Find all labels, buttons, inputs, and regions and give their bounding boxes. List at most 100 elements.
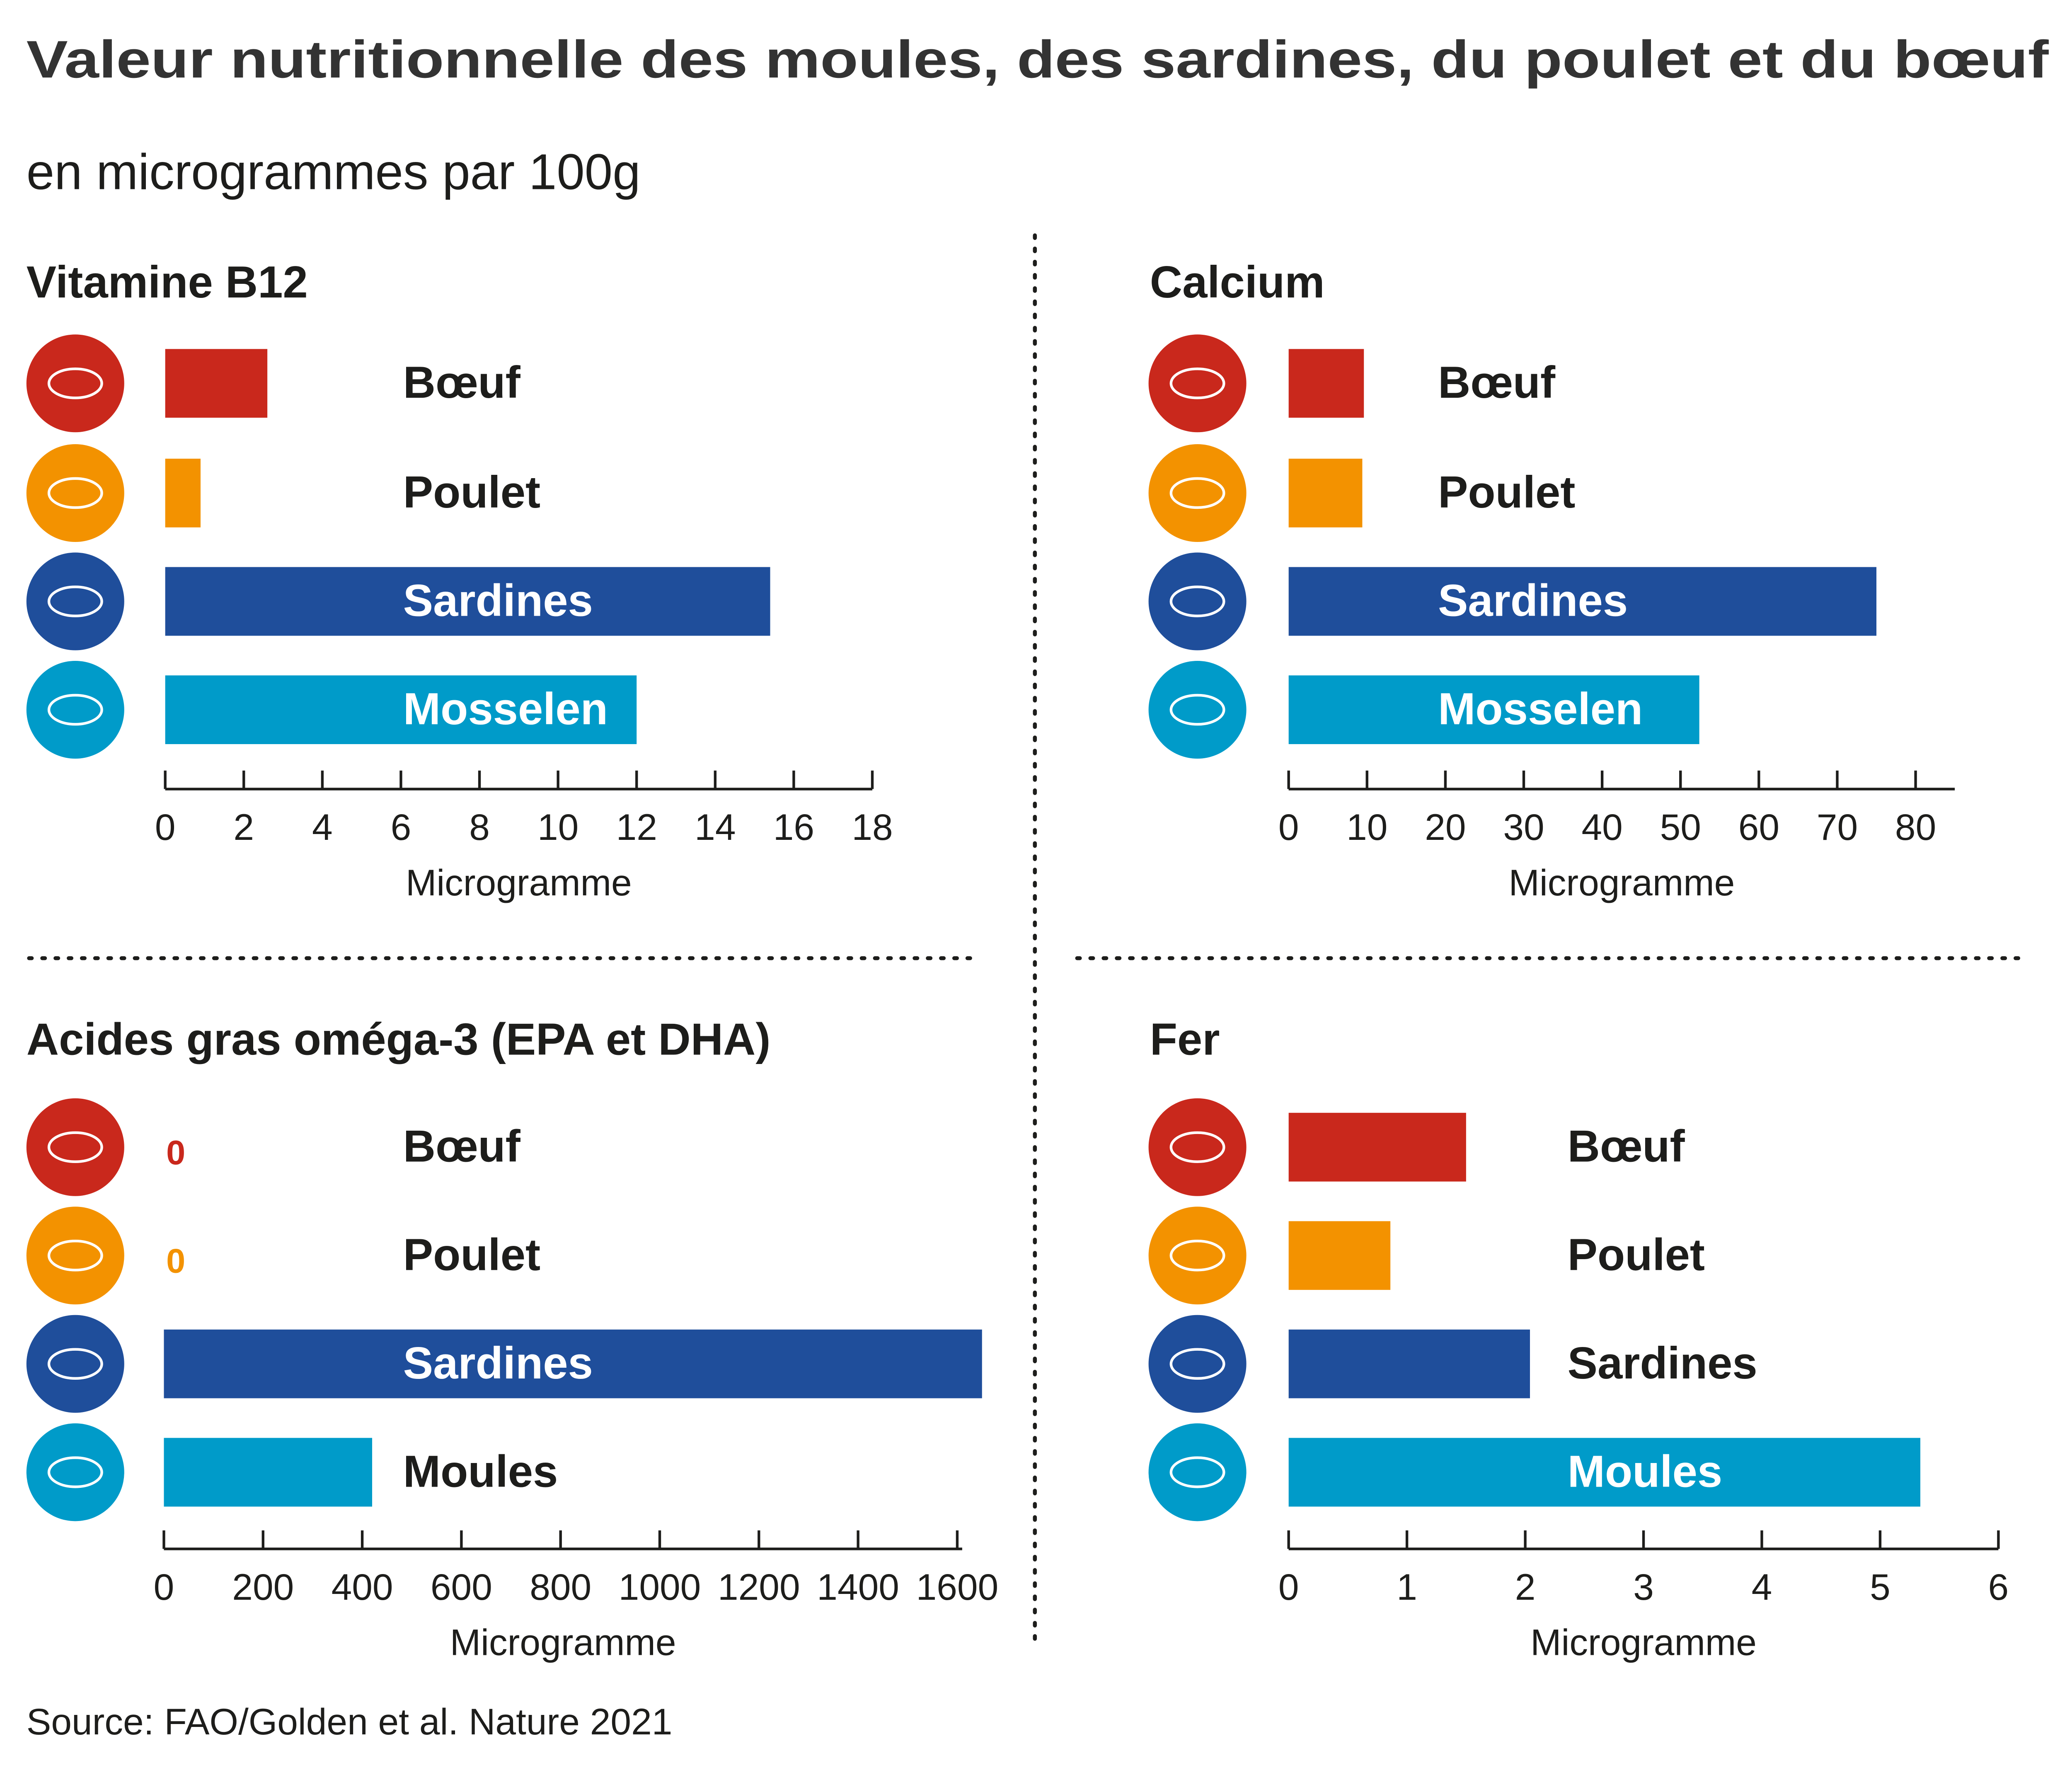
category-label: Mosselen xyxy=(1438,684,1643,734)
icon-shape xyxy=(47,367,103,399)
icon xyxy=(1148,1098,1247,1196)
icon-shape xyxy=(1169,1348,1225,1380)
x-tick-label: 1600 xyxy=(916,1566,999,1608)
bar xyxy=(164,1329,982,1398)
panel-title: Fer xyxy=(1150,1014,1220,1064)
x-tick-label: 20 xyxy=(1425,806,1466,848)
icon-shape xyxy=(47,1456,103,1488)
x-tick-label: 0 xyxy=(155,806,176,848)
icon xyxy=(1148,444,1247,542)
x-axis-label: Microgramme xyxy=(1530,1622,1757,1663)
icon xyxy=(1148,661,1247,759)
x-tick-label: 5 xyxy=(1870,1566,1890,1608)
x-tick-label: 80 xyxy=(1895,806,1936,848)
bar xyxy=(1288,1221,1391,1290)
x-tick-label: 12 xyxy=(616,806,657,848)
bar xyxy=(165,349,268,418)
x-tick-label: 400 xyxy=(332,1566,393,1608)
bar xyxy=(1288,1329,1530,1398)
icon xyxy=(1148,552,1247,651)
icon xyxy=(1148,1207,1247,1305)
category-label: Moules xyxy=(403,1446,558,1496)
category-label: Poulet xyxy=(403,467,540,517)
subtitle: en microgrammes par 100g xyxy=(27,144,641,200)
x-tick-label: 1000 xyxy=(619,1566,701,1608)
x-tick-label: 6 xyxy=(1988,1566,2009,1608)
category-label: Moules xyxy=(1568,1446,1723,1496)
x-tick-label: 70 xyxy=(1817,806,1858,848)
icon-shape xyxy=(1169,1131,1225,1163)
icon xyxy=(26,1315,124,1413)
bar xyxy=(165,567,770,636)
x-tick-label: 10 xyxy=(537,806,579,848)
x-tick-label: 200 xyxy=(232,1566,294,1608)
category-label: Bœuf xyxy=(1438,357,1556,407)
icon-shape xyxy=(47,694,103,726)
category-label: Bœuf xyxy=(403,1121,521,1171)
icon xyxy=(26,1423,124,1521)
x-tick-label: 4 xyxy=(312,806,333,848)
icon xyxy=(1148,1315,1247,1413)
title: Valeur nutritionnelle des moules, des sa… xyxy=(27,30,2049,89)
category-label: Bœuf xyxy=(403,357,521,407)
icon xyxy=(1148,334,1247,433)
icon-shape xyxy=(47,1239,103,1272)
x-tick-label: 1200 xyxy=(718,1566,800,1608)
icon-shape xyxy=(1169,477,1225,509)
x-tick-label: 800 xyxy=(530,1566,591,1608)
bar xyxy=(1288,567,1877,636)
bar xyxy=(1288,459,1363,527)
x-tick-label: 3 xyxy=(1633,1566,1654,1608)
icon xyxy=(26,1098,124,1196)
icon xyxy=(26,334,124,433)
x-tick-label: 30 xyxy=(1503,806,1544,848)
icon-shape xyxy=(47,477,103,509)
bar xyxy=(1288,675,1699,744)
x-tick-label: 0 xyxy=(154,1566,174,1608)
x-tick-label: 4 xyxy=(1752,1566,1772,1608)
x-tick-label: 18 xyxy=(852,806,893,848)
bar xyxy=(164,1438,373,1507)
x-tick-label: 14 xyxy=(695,806,736,848)
x-axis-label: Microgramme xyxy=(1509,862,1735,903)
icon-shape xyxy=(47,585,103,617)
icon-shape xyxy=(1169,1456,1225,1488)
value-label: 0 xyxy=(166,1241,185,1280)
panel-title: Calcium xyxy=(1150,257,1325,307)
category-label: Sardines xyxy=(1438,576,1628,626)
x-axis-label: Microgramme xyxy=(450,1622,676,1663)
bar xyxy=(165,459,201,527)
x-tick-label: 600 xyxy=(431,1566,492,1608)
icon-shape xyxy=(1169,1239,1225,1272)
category-label: Poulet xyxy=(1438,467,1575,517)
x-tick-label: 1400 xyxy=(817,1566,899,1608)
x-axis-label: Microgramme xyxy=(406,862,632,903)
bar xyxy=(1288,1438,1920,1507)
category-label: Sardines xyxy=(1568,1338,1757,1388)
x-tick-label: 0 xyxy=(1278,1566,1299,1608)
bar xyxy=(1288,1112,1466,1182)
value-label: 0 xyxy=(166,1133,185,1172)
icon xyxy=(26,661,124,759)
icon xyxy=(26,444,124,542)
category-label: Bœuf xyxy=(1568,1121,1685,1171)
x-tick-label: 2 xyxy=(1515,1566,1536,1608)
x-tick-label: 1 xyxy=(1397,1566,1417,1608)
category-label: Sardines xyxy=(403,576,593,626)
x-tick-label: 60 xyxy=(1738,806,1779,848)
x-tick-label: 8 xyxy=(469,806,490,848)
source: Source: FAO/Golden et al. Nature 2021 xyxy=(27,1701,673,1742)
x-tick-label: 2 xyxy=(233,806,254,848)
panel-title: Acides gras oméga-3 (EPA et DHA) xyxy=(27,1014,771,1064)
category-label: Poulet xyxy=(403,1229,540,1279)
icon-shape xyxy=(47,1131,103,1163)
bar xyxy=(1288,349,1364,418)
category-label: Sardines xyxy=(403,1338,593,1388)
bar xyxy=(165,675,637,744)
panel-title: Vitamine B12 xyxy=(27,257,308,307)
x-tick-label: 10 xyxy=(1346,806,1387,848)
category-label: Mosselen xyxy=(403,684,608,734)
x-tick-label: 50 xyxy=(1660,806,1701,848)
